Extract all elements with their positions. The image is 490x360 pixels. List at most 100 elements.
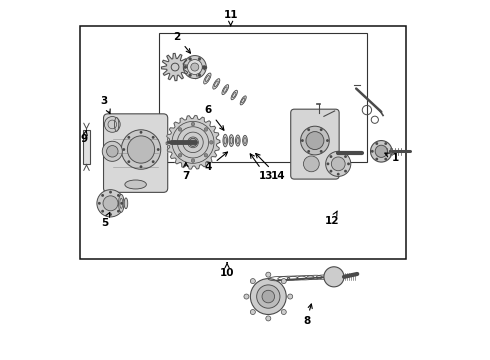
Circle shape xyxy=(104,117,120,132)
Text: 1: 1 xyxy=(385,153,399,163)
Circle shape xyxy=(250,310,255,315)
Bar xyxy=(80,26,406,259)
Text: 3: 3 xyxy=(101,96,110,113)
Circle shape xyxy=(189,74,192,77)
Circle shape xyxy=(337,152,340,155)
Circle shape xyxy=(244,294,249,299)
Text: 12: 12 xyxy=(324,211,339,226)
Circle shape xyxy=(375,142,378,145)
Text: 5: 5 xyxy=(101,212,110,228)
Circle shape xyxy=(371,150,374,153)
Circle shape xyxy=(301,139,304,142)
Ellipse shape xyxy=(243,135,247,146)
Circle shape xyxy=(384,158,387,161)
Bar xyxy=(159,33,367,162)
FancyBboxPatch shape xyxy=(291,109,339,179)
Circle shape xyxy=(210,140,213,144)
Circle shape xyxy=(203,66,206,68)
Circle shape xyxy=(281,310,286,315)
Circle shape xyxy=(101,194,104,197)
Circle shape xyxy=(173,140,176,144)
Text: 9: 9 xyxy=(81,131,88,144)
Circle shape xyxy=(127,160,130,163)
Circle shape xyxy=(122,148,125,151)
Ellipse shape xyxy=(231,90,238,100)
Text: 6: 6 xyxy=(205,105,224,130)
Circle shape xyxy=(189,58,192,60)
Circle shape xyxy=(152,136,155,139)
Circle shape xyxy=(266,272,271,277)
Circle shape xyxy=(120,202,123,205)
Circle shape xyxy=(306,132,324,149)
Circle shape xyxy=(303,156,319,172)
Text: 2: 2 xyxy=(173,32,191,53)
Circle shape xyxy=(97,190,124,217)
Circle shape xyxy=(102,141,122,161)
Circle shape xyxy=(109,213,112,216)
Text: 13: 13 xyxy=(250,154,274,181)
Circle shape xyxy=(98,202,101,205)
Circle shape xyxy=(117,194,120,197)
Circle shape xyxy=(375,158,378,161)
Text: 10: 10 xyxy=(220,263,234,278)
Circle shape xyxy=(103,196,118,211)
Circle shape xyxy=(250,279,286,315)
Circle shape xyxy=(375,145,388,157)
Text: 8: 8 xyxy=(303,304,312,325)
Bar xyxy=(82,130,91,164)
Circle shape xyxy=(288,294,293,299)
Circle shape xyxy=(127,136,155,163)
Circle shape xyxy=(191,122,195,126)
Circle shape xyxy=(178,128,182,131)
Circle shape xyxy=(331,157,345,171)
Circle shape xyxy=(330,155,332,158)
Circle shape xyxy=(127,136,130,139)
Ellipse shape xyxy=(195,67,202,79)
Circle shape xyxy=(347,162,350,165)
Circle shape xyxy=(117,210,120,213)
Polygon shape xyxy=(166,116,220,169)
Circle shape xyxy=(198,74,201,77)
Circle shape xyxy=(122,130,161,169)
Circle shape xyxy=(324,267,344,287)
Circle shape xyxy=(109,191,112,194)
Circle shape xyxy=(320,128,322,131)
Ellipse shape xyxy=(229,135,234,147)
Circle shape xyxy=(178,153,182,157)
Circle shape xyxy=(344,170,347,172)
Ellipse shape xyxy=(125,180,147,189)
Circle shape xyxy=(307,128,310,131)
Circle shape xyxy=(183,55,206,78)
Circle shape xyxy=(257,285,280,308)
Circle shape xyxy=(281,279,286,284)
Text: 4: 4 xyxy=(205,152,227,172)
Circle shape xyxy=(330,170,332,172)
Circle shape xyxy=(389,150,392,153)
Circle shape xyxy=(307,150,310,153)
FancyBboxPatch shape xyxy=(103,114,168,192)
Circle shape xyxy=(107,145,118,157)
Circle shape xyxy=(187,59,202,75)
Text: 7: 7 xyxy=(182,162,190,181)
Circle shape xyxy=(204,128,208,131)
Circle shape xyxy=(250,279,255,284)
Ellipse shape xyxy=(223,134,228,147)
Circle shape xyxy=(326,162,329,165)
Circle shape xyxy=(204,153,208,157)
Ellipse shape xyxy=(236,135,240,146)
Circle shape xyxy=(191,63,199,71)
Circle shape xyxy=(189,138,197,147)
Text: 11: 11 xyxy=(223,10,238,26)
Circle shape xyxy=(191,159,195,162)
Ellipse shape xyxy=(213,78,220,89)
Ellipse shape xyxy=(204,73,211,84)
Circle shape xyxy=(140,165,143,168)
Ellipse shape xyxy=(115,118,119,131)
Ellipse shape xyxy=(240,96,246,105)
Circle shape xyxy=(266,316,271,321)
Circle shape xyxy=(262,290,274,303)
Text: 14: 14 xyxy=(256,153,285,181)
Circle shape xyxy=(326,139,329,142)
Circle shape xyxy=(320,150,322,153)
Circle shape xyxy=(370,140,392,162)
